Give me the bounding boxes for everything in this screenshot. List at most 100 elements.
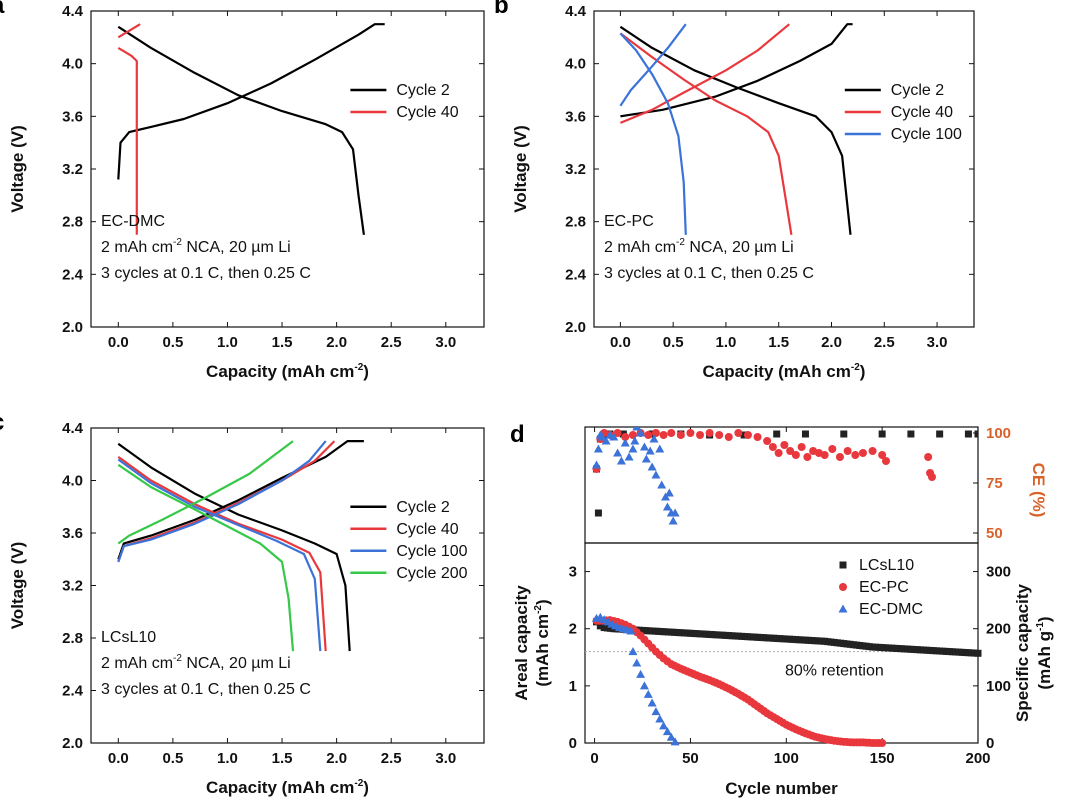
areal-axis-label: Areal capacity (512, 585, 531, 701)
x-axis-label-text: Capacity (mAh cm (206, 778, 354, 797)
capacity-point-ec-dmc (647, 698, 657, 707)
annotation-electrolyte: EC-DMC (101, 213, 165, 230)
series-line-cycle-100-discharge (619, 32, 687, 235)
specific-tick-label: 200 (986, 621, 1011, 638)
ce-point-ec-dmc (624, 452, 634, 461)
capacity-point-ec-dmc (628, 647, 638, 656)
y-axis-label: Voltage (V) (8, 125, 27, 213)
annotation-cell-b: NCA, 20 µm Li (182, 239, 291, 256)
ce-axis-label: CE (%) (1029, 463, 1048, 518)
ce-series-group (592, 427, 978, 525)
ce-point-ec-pc (868, 447, 877, 455)
ce-point-lcsl10 (801, 430, 809, 438)
y-tick-label: 2.8 (62, 630, 83, 647)
y-tick-label: 4.4 (62, 420, 84, 437)
x-tick-label: 1.5 (272, 750, 293, 767)
ce-point-ec-pc (858, 449, 867, 457)
series-line-cycle-200-charge (117, 440, 294, 545)
x-tick-label: 1.5 (272, 334, 293, 351)
x-axis-label-text: Capacity (mAh cm (703, 362, 851, 381)
ce-point-ec-dmc (630, 436, 640, 445)
y-axis-label: Voltage (V) (8, 542, 27, 630)
annotation-cell-b: NCA, 20 µm Li (182, 655, 291, 672)
areal-unit-sup: -2 (533, 605, 544, 614)
ce-point-ec-pc (686, 429, 695, 437)
y-tick-label: 2.8 (565, 214, 586, 231)
y-tick-label: 2.0 (565, 319, 586, 336)
ce-point-ec-pc (835, 453, 844, 461)
capacity-point-ec-dmc (666, 732, 676, 741)
ce-point-ec-pc (924, 453, 933, 461)
ce-point-lcsl10 (936, 430, 944, 438)
ce-point-lcsl10 (974, 430, 978, 438)
ce-point-ec-pc (743, 431, 752, 439)
ce-point-ec-pc (786, 447, 795, 455)
legend-label: EC-DMC (859, 601, 923, 618)
series-line-cycle-100-discharge (117, 458, 322, 652)
y-tick-label: 2.4 (62, 266, 84, 283)
x-axis-label-text: Capacity (mAh cm (206, 362, 354, 381)
x-tick-label: 0.0 (108, 750, 129, 767)
series-group (117, 23, 385, 235)
series-line-cycle-2-discharge (619, 25, 852, 235)
y-tick-label: 4.0 (62, 56, 83, 73)
ce-point-ec-dmc (628, 444, 638, 453)
annotation-cell-a: 2 mAh cm (604, 239, 676, 256)
capacity-point-ec-dmc (670, 737, 680, 746)
capacity-point-ec-dmc (639, 681, 649, 690)
y-tick-label: 2.0 (62, 735, 83, 752)
annotation-cell-sup: -2 (676, 237, 685, 248)
series-line-cycle-2-discharge (117, 442, 351, 652)
ce-point-ec-pc (828, 445, 837, 453)
y-tick-label: 4.4 (62, 3, 84, 20)
ce-point-ec-pc (659, 431, 668, 439)
legend-label: LCsL10 (859, 557, 914, 574)
series-line-cycle-40-charge (117, 440, 336, 563)
ce-point-lcsl10 (964, 430, 972, 438)
ce-point-ec-pc (780, 441, 789, 449)
ce-point-ec-pc (667, 429, 676, 437)
ce-point-ec-dmc (670, 508, 680, 517)
capacity-series-group (592, 612, 982, 747)
panel-letter-b: b (494, 0, 509, 19)
series-line-cycle-2-discharge (117, 25, 365, 235)
capacity-point-ec-pc (878, 739, 887, 747)
y-tick-label: 3.2 (565, 161, 586, 178)
ce-point-ec-pc (696, 431, 705, 439)
ce-point-ec-pc (820, 451, 829, 459)
series-group (117, 440, 364, 652)
x-tick-label: 1.0 (716, 334, 737, 351)
areal-unit-text: (mAh cm (533, 614, 552, 687)
panel-letter-d: d (510, 421, 525, 448)
x-tick-label: 0.0 (610, 334, 631, 351)
specific-unit-end: ) (1035, 616, 1054, 622)
x-tick-label: 0.5 (162, 750, 183, 767)
capacity-point-ec-dmc (632, 658, 642, 667)
ce-point-ec-dmc (597, 432, 607, 441)
capacity-point-ec-dmc (662, 727, 672, 736)
series-line-cycle-100-charge (117, 440, 327, 563)
capacity-point-ec-dmc (655, 714, 665, 723)
ce-point-ec-pc (734, 429, 743, 437)
annotation-electrolyte: LCsL10 (101, 629, 156, 646)
annotation-electrolyte: EC-PC (604, 213, 654, 230)
ce-point-lcsl10 (840, 430, 848, 438)
ce-point-ec-pc (753, 433, 762, 441)
annotation-cell-a: 2 mAh cm (101, 239, 173, 256)
annotation-protocol: 3 cycles at 0.1 C, then 0.25 C (101, 681, 311, 698)
ce-point-ec-dmc (613, 448, 623, 457)
x-axis-label-end: ) (860, 362, 866, 381)
ce-point-ec-dmc (616, 456, 626, 465)
ce-point-ec-pc (628, 431, 637, 439)
specific-axis-label: Specific capacity (1013, 583, 1032, 722)
x-tick-label: 2.0 (821, 334, 842, 351)
legend-label: Cycle 200 (396, 565, 467, 582)
ce-point-ec-dmc (668, 516, 678, 525)
y-tick-label: 4.4 (565, 3, 587, 20)
x-axis-label-sup: -2 (354, 362, 363, 373)
series-line-cycle-40-charge (117, 23, 141, 39)
ce-point-ec-dmc (639, 442, 649, 451)
annotation-cell-a: 2 mAh cm (101, 655, 173, 672)
ce-point-ec-dmc (645, 446, 655, 455)
ce-point-ec-pc (676, 431, 685, 439)
